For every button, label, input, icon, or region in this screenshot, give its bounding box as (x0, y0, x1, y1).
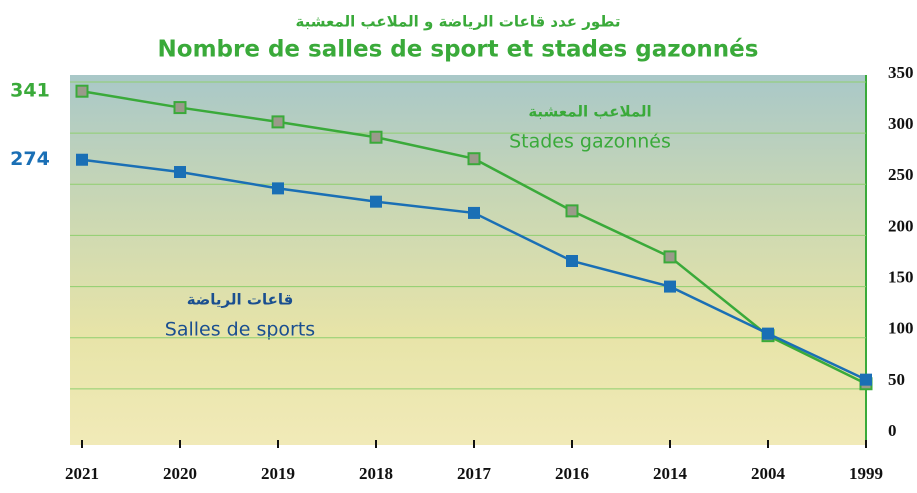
point (664, 280, 676, 293)
point (762, 327, 774, 340)
point (173, 101, 187, 115)
point (76, 153, 88, 166)
x-tick-label: 1999 (849, 464, 883, 483)
point (369, 130, 383, 144)
point (663, 250, 677, 264)
point (271, 115, 285, 129)
x-tick-label: 2020 (163, 464, 197, 483)
x-tick-label: 2018 (359, 464, 393, 483)
y-tick-label: 200 (888, 216, 914, 235)
x-tick-label: 2017 (457, 464, 492, 483)
point (860, 373, 872, 386)
point (174, 166, 186, 179)
y-tick-label: 350 (888, 63, 914, 82)
point (75, 84, 89, 98)
data-label: 341 (10, 80, 50, 102)
y-tick-label: 150 (888, 267, 914, 286)
y-tick-label: 250 (888, 165, 914, 184)
series-label-ar: قاعات الرياضة (187, 291, 294, 309)
x-tick-label: 2004 (751, 464, 786, 483)
point (272, 182, 284, 195)
x-tick-label: 2019 (261, 464, 295, 483)
point (370, 195, 382, 208)
chart-subtitle: تطور عدد قاعات الرياضة و الملاعب المعشبة (295, 13, 620, 31)
series-label: Salles de sports (165, 319, 315, 341)
y-tick-label: 50 (888, 370, 905, 389)
series-label-ar: الملاعب المعشبة (528, 103, 651, 121)
data-label: 274 (10, 148, 50, 170)
point (468, 206, 480, 219)
point (467, 152, 481, 166)
point (565, 204, 579, 218)
y-tick-label: 100 (888, 319, 914, 338)
chart-title: Nombre de salles de sport et stades gazo… (158, 37, 759, 63)
x-tick-label: 2016 (555, 464, 589, 483)
point (566, 255, 578, 267)
y-tick-label: 300 (888, 114, 914, 133)
series-label: Stades gazonnés (509, 131, 671, 153)
y-tick-label: 0 (888, 421, 897, 440)
x-tick-label: 2014 (653, 464, 688, 483)
plot-background (70, 75, 866, 445)
x-tick-label: 2021 (65, 464, 99, 483)
